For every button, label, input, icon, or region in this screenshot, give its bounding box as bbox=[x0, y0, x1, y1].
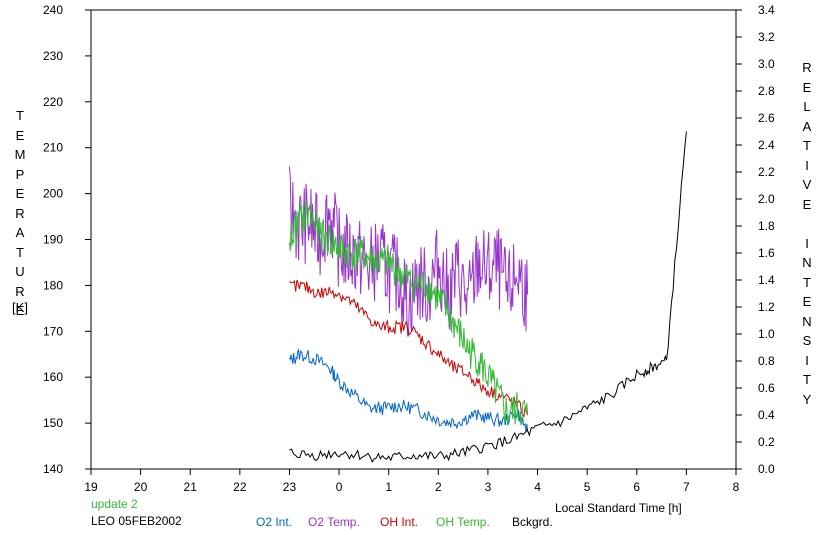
y-left-tick-label: 190 bbox=[43, 233, 63, 247]
y-right-tick-label: 0.6 bbox=[758, 381, 775, 395]
y-right-tick-label: 2.2 bbox=[758, 165, 775, 179]
x-tick-label: 8 bbox=[733, 480, 740, 494]
y-left-tick-label: 170 bbox=[43, 324, 63, 338]
y-right-tick-label: 3.4 bbox=[758, 3, 775, 17]
y-left-tick-label: 230 bbox=[43, 49, 63, 63]
y-left-tick-label: 210 bbox=[43, 141, 63, 155]
legend-item-bckgrd: Bckgrd. bbox=[512, 515, 553, 529]
y-right-tick-label: 3.0 bbox=[758, 57, 775, 71]
series-line-o2-temp bbox=[289, 166, 529, 337]
plot-frame bbox=[90, 9, 737, 470]
x-tick-label: 5 bbox=[584, 480, 591, 494]
x-tick-label: 4 bbox=[534, 480, 541, 494]
station-date-label: LEO 05FEB2002 bbox=[91, 514, 182, 528]
y-axis-right-title: R E L A T I V E I N T E N S I T Y bbox=[802, 60, 812, 407]
y-right-tick-label: 1.8 bbox=[758, 219, 775, 233]
series-line-oh-temp bbox=[289, 199, 529, 426]
y-right-tick-label: 1.6 bbox=[758, 246, 775, 260]
x-tick-label: 22 bbox=[233, 480, 247, 494]
y-right-tick-label: 2.0 bbox=[758, 192, 775, 206]
y-right-tick-label: 3.2 bbox=[758, 30, 775, 44]
legend-item-o2-int: O2 Int. bbox=[256, 515, 292, 529]
y-right-tick-label: 0.2 bbox=[758, 435, 775, 449]
y-axis-left: 240 230 220 210 200 190 180 170 160 150 140 bbox=[43, 3, 91, 476]
y-axis-right: 3.4 3.2 3.0 2.8 2.6 2.4 2.2 2.0 1.8 1.6 1.4 1.2 1.0 0… bbox=[736, 3, 775, 476]
y-right-tick-label: 1.0 bbox=[758, 327, 775, 341]
x-tick-label: 7 bbox=[683, 480, 690, 494]
y-axis-left-title: T E M P E R A T U R E bbox=[14, 108, 26, 318]
y-right-tick-label: 1.4 bbox=[758, 273, 775, 287]
y-right-tick-label: 0.8 bbox=[758, 354, 775, 368]
y-left-tick-label: 220 bbox=[43, 95, 63, 109]
x-tick-label: 21 bbox=[184, 480, 198, 494]
y-left-tick-label: 140 bbox=[43, 462, 63, 476]
legend-item-oh-temp: OH Temp. bbox=[436, 515, 490, 529]
y-right-tick-label: 0.0 bbox=[758, 462, 775, 476]
y-left-tick-label: 200 bbox=[43, 187, 63, 201]
legend-item-oh-int: OH Int. bbox=[380, 515, 418, 529]
y-left-tick-label: 150 bbox=[43, 416, 63, 430]
legend-item-o2-temp: O2 Temp. bbox=[308, 515, 360, 529]
x-tick-label: 20 bbox=[134, 480, 148, 494]
series-line-bckgrd bbox=[289, 131, 687, 463]
x-axis: 19 20 21 22 23 0 1 2 3 4 5 6 7 8 bbox=[84, 469, 740, 494]
legend: O2 Int. O2 Temp. OH Int. OH Temp. Bckgrd. bbox=[256, 515, 553, 529]
x-axis-title: Local Standard Time [h] bbox=[555, 501, 682, 515]
x-tick-label: 2 bbox=[435, 480, 442, 494]
y-left-tick-label: 160 bbox=[43, 370, 63, 384]
y-right-tick-label: 2.8 bbox=[758, 84, 775, 98]
series-line-o2-int bbox=[289, 348, 529, 433]
y-right-tick-label: 2.4 bbox=[758, 138, 775, 152]
update-label: update 2 bbox=[91, 497, 138, 511]
y-left-tick-label: 180 bbox=[43, 278, 63, 292]
series-group bbox=[289, 131, 687, 463]
x-tick-label: 19 bbox=[84, 480, 98, 494]
y-right-tick-label: 0.4 bbox=[758, 408, 775, 422]
x-tick-label: 0 bbox=[336, 480, 343, 494]
x-tick-label: 1 bbox=[385, 480, 392, 494]
y-left-tick-label: 240 bbox=[43, 3, 63, 17]
y-right-tick-label: 2.6 bbox=[758, 111, 775, 125]
x-tick-label: 23 bbox=[283, 480, 297, 494]
series-line-oh-int bbox=[289, 279, 529, 418]
y-right-tick-label: 1.2 bbox=[758, 300, 775, 314]
x-tick-label: 3 bbox=[485, 480, 492, 494]
x-tick-label: 6 bbox=[633, 480, 640, 494]
y-axis-left-unit: [K] bbox=[12, 300, 28, 315]
